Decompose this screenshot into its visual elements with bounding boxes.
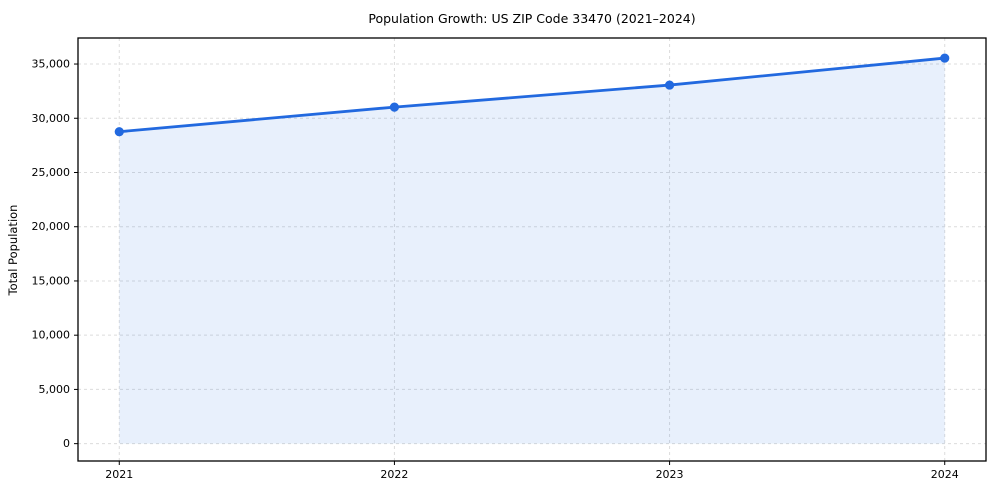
y-tick-label: 20,000 — [32, 220, 71, 233]
data-point — [664, 80, 675, 90]
data-point — [940, 53, 950, 63]
y-tick-label: 15,000 — [32, 274, 71, 287]
plot-border — [77, 37, 987, 462]
chart-title: Population Growth: US ZIP Code 33470 (20… — [368, 11, 695, 26]
y-tick-label: 35,000 — [32, 58, 71, 71]
y-tick-label: 10,000 — [32, 329, 71, 342]
data-point — [389, 102, 400, 112]
data-point — [114, 127, 124, 137]
y-tick-label: 25,000 — [32, 166, 71, 179]
data-line — [117, 56, 947, 134]
chart-plot-area: 2021 2022 2023 2024 0 5,000 10,000 15,000 20,000… — [32, 37, 987, 481]
y-tick-label: 0 — [63, 437, 70, 450]
x-tick-label: 2021 — [105, 468, 133, 481]
x-tick-label: 2024 — [931, 468, 959, 481]
y-tick-label: 30,000 — [32, 112, 71, 125]
x-tick-label: 2022 — [380, 468, 408, 481]
y-tick-label: 5,000 — [39, 383, 71, 396]
x-tick-label: 2023 — [656, 468, 684, 481]
area-fill — [119, 58, 945, 444]
y-axis-label: Total Population — [6, 205, 20, 297]
